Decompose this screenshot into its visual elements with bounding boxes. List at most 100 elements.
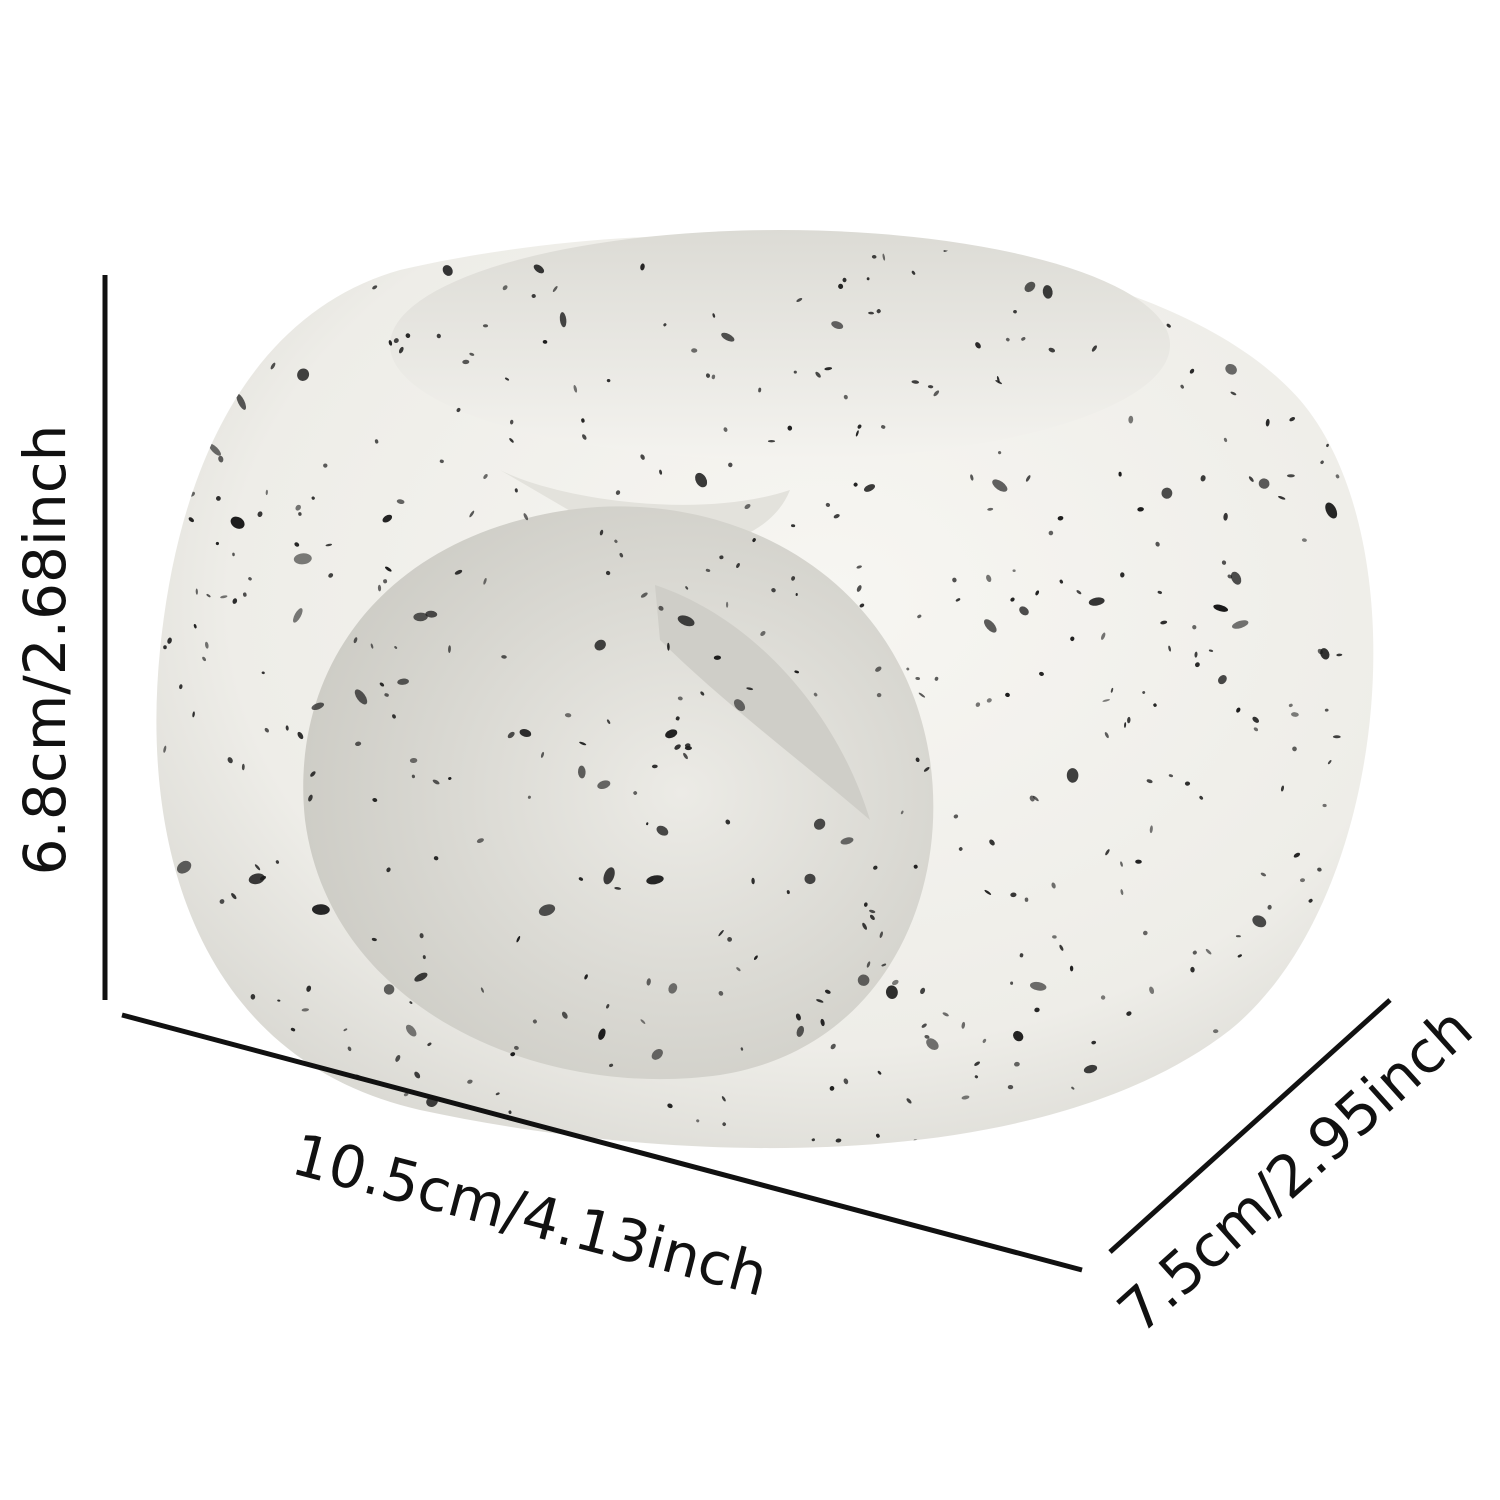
speckle xyxy=(1199,795,1204,800)
speckle xyxy=(958,847,963,851)
speckle xyxy=(1024,281,1036,293)
speckle xyxy=(760,631,766,636)
speckle xyxy=(646,875,664,885)
speckle xyxy=(791,576,796,581)
speckle xyxy=(228,1099,234,1108)
speckle xyxy=(227,757,233,764)
speckle xyxy=(1289,417,1296,422)
speckle xyxy=(325,543,333,547)
speckle xyxy=(436,333,441,339)
speckle xyxy=(1351,443,1355,447)
speckle xyxy=(659,469,663,475)
speckle xyxy=(439,459,444,464)
speckle xyxy=(195,588,198,595)
speckle xyxy=(219,899,225,904)
speckle xyxy=(1308,290,1315,294)
speckle xyxy=(582,434,587,440)
speckle xyxy=(1166,323,1171,328)
speckle xyxy=(619,552,624,558)
speckle xyxy=(816,999,824,1003)
speckle xyxy=(1100,995,1106,1000)
speckle xyxy=(683,752,688,760)
speckle xyxy=(422,955,426,960)
speckle xyxy=(882,253,886,261)
speckle xyxy=(667,1103,673,1109)
speckle xyxy=(646,822,649,826)
speckle xyxy=(192,711,195,718)
speckle xyxy=(196,1101,200,1109)
speckle xyxy=(1342,262,1349,269)
speckle xyxy=(677,615,695,627)
speckle xyxy=(454,569,463,575)
speckle xyxy=(1301,538,1307,542)
speckle xyxy=(519,728,532,738)
speckle xyxy=(1021,337,1026,341)
speckle xyxy=(409,757,418,764)
speckle xyxy=(483,577,487,585)
speckle xyxy=(379,682,385,687)
top-bowl xyxy=(390,230,1170,460)
speckle xyxy=(1293,852,1301,858)
speckle xyxy=(695,472,708,488)
speckle xyxy=(1091,1040,1097,1045)
speckle xyxy=(509,419,514,425)
speckle xyxy=(469,510,475,518)
speckle xyxy=(221,1078,226,1083)
speckle xyxy=(188,517,194,523)
speckle xyxy=(1019,953,1024,958)
speckle xyxy=(1161,487,1173,499)
speckle xyxy=(442,265,453,276)
speckle xyxy=(561,1011,568,1019)
speckle xyxy=(599,529,604,536)
speckle xyxy=(1332,735,1341,739)
speckle xyxy=(208,443,221,456)
speckle xyxy=(796,1025,805,1037)
speckle xyxy=(215,541,219,546)
speckle xyxy=(857,424,862,429)
speckle xyxy=(510,1052,516,1057)
speckle xyxy=(663,323,667,327)
speckle xyxy=(1194,651,1198,658)
speckle xyxy=(1104,732,1109,739)
speckle xyxy=(1019,606,1029,616)
speckle xyxy=(831,321,844,330)
speckle xyxy=(163,645,167,650)
speckle xyxy=(578,877,584,881)
speckle xyxy=(933,390,940,397)
speckle xyxy=(984,619,997,633)
speckle xyxy=(448,777,452,780)
speckle xyxy=(226,994,233,1000)
speckle xyxy=(1322,803,1327,808)
speckle xyxy=(164,1132,170,1136)
speckle xyxy=(984,889,992,895)
speckle xyxy=(974,1061,981,1066)
speckle xyxy=(392,714,396,719)
speckle xyxy=(926,1038,939,1050)
speckle xyxy=(918,692,926,698)
speckle xyxy=(355,741,362,747)
speckle xyxy=(871,254,877,259)
speckle xyxy=(796,297,803,303)
speckle xyxy=(696,1119,700,1123)
speckle xyxy=(285,725,289,731)
speckle xyxy=(1248,476,1254,482)
speckle xyxy=(552,286,558,292)
speckle xyxy=(1325,502,1338,519)
speckle xyxy=(885,985,898,999)
speckle xyxy=(393,338,399,344)
speckle xyxy=(173,942,180,947)
speckle xyxy=(1290,1043,1295,1049)
speckle xyxy=(414,972,428,982)
speckle xyxy=(913,864,918,869)
speckle xyxy=(736,563,740,568)
speckle xyxy=(614,887,622,890)
speckle xyxy=(1120,861,1123,867)
speckle xyxy=(725,601,729,608)
speckle xyxy=(1278,324,1284,331)
speckle xyxy=(374,439,379,444)
speckle xyxy=(301,1008,309,1012)
speckle xyxy=(1118,471,1122,477)
speckle xyxy=(1010,981,1014,985)
speckle xyxy=(232,552,235,557)
